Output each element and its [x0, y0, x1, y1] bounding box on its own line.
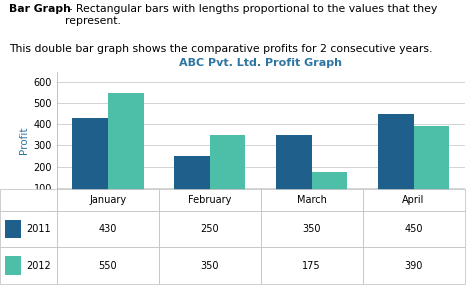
Bar	[363, 189, 465, 211]
Bar	[5, 220, 21, 238]
Bar	[57, 247, 159, 284]
Bar	[378, 114, 413, 209]
Text: 450: 450	[404, 224, 423, 234]
Bar	[0, 211, 57, 247]
Text: 390: 390	[404, 261, 423, 271]
Bar	[261, 189, 363, 211]
Text: March: March	[297, 195, 327, 205]
Bar	[108, 93, 144, 209]
Y-axis label: Profit: Profit	[19, 126, 29, 154]
Bar	[413, 126, 449, 209]
Text: 2011: 2011	[26, 224, 51, 234]
Title: ABC Pvt. Ltd. Profit Graph: ABC Pvt. Ltd. Profit Graph	[179, 58, 342, 68]
Bar	[174, 156, 210, 209]
Bar	[261, 247, 363, 284]
Bar	[57, 211, 159, 247]
Text: 430: 430	[99, 224, 117, 234]
Bar	[0, 189, 57, 211]
Bar	[159, 211, 261, 247]
Text: Bar Graph: Bar Graph	[9, 4, 72, 14]
Bar	[159, 247, 261, 284]
Bar	[159, 189, 261, 211]
Bar	[72, 118, 108, 209]
Text: 550: 550	[99, 261, 117, 271]
Text: 2012: 2012	[26, 261, 51, 271]
Bar	[311, 172, 347, 209]
Text: 350: 350	[201, 261, 219, 271]
Text: 350: 350	[302, 224, 321, 234]
Bar	[5, 257, 21, 275]
Bar	[261, 211, 363, 247]
Bar	[0, 247, 57, 284]
Bar	[210, 135, 246, 209]
Bar	[276, 135, 311, 209]
Text: - Rectangular bars with lengths proportional to the values that they
represent.: - Rectangular bars with lengths proporti…	[65, 4, 438, 26]
Text: January: January	[89, 195, 127, 205]
Bar	[363, 247, 465, 284]
Text: February: February	[188, 195, 231, 205]
Text: This double bar graph shows the comparative profits for 2 consecutive years.: This double bar graph shows the comparat…	[9, 44, 433, 54]
Text: 175: 175	[302, 261, 321, 271]
Text: April: April	[402, 195, 425, 205]
Bar	[57, 189, 159, 211]
Text: 250: 250	[201, 224, 219, 234]
Bar	[363, 211, 465, 247]
